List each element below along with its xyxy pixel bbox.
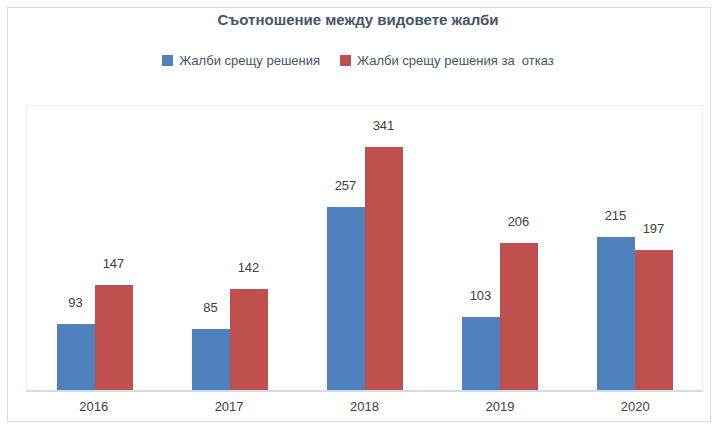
x-axis-label: 2018 [297, 399, 432, 414]
x-axis-label: 2020 [568, 399, 703, 414]
bar-value-label: 142 [238, 260, 260, 275]
bar-series1 [597, 237, 635, 390]
bar-group: 85 142 [162, 106, 297, 390]
bar-series2 [230, 289, 268, 390]
bar-groups: 93 147 85 142 257 341 103 206 215 197 [27, 106, 702, 390]
bar-column: 103 [462, 106, 500, 390]
x-axis-label: 2017 [161, 399, 296, 414]
bar-group: 103 206 [432, 106, 567, 390]
bar-series2 [500, 243, 538, 390]
bar-value-label: 215 [605, 208, 627, 223]
bar-value-label: 147 [103, 256, 125, 271]
bar-value-label: 93 [68, 295, 82, 310]
bar-series1 [57, 324, 95, 390]
legend-swatch-icon [340, 55, 351, 66]
bar-column: 85 [192, 106, 230, 390]
bar-group: 93 147 [27, 106, 162, 390]
bar-group: 215 197 [567, 106, 702, 390]
bar-series2 [365, 147, 403, 390]
legend-label: Жалби срещу решения за отказ [357, 53, 554, 68]
bar-series1 [192, 329, 230, 390]
bar-chart: Съотношение между видовете жалби Жалби с… [0, 0, 716, 429]
bar-series1 [462, 317, 500, 390]
bar-column: 197 [635, 106, 673, 390]
bar-group: 257 341 [297, 106, 432, 390]
legend-item: Жалби срещу решения за отказ [340, 53, 554, 68]
bar-series2 [95, 285, 133, 390]
bar-column: 93 [57, 106, 95, 390]
bar-column: 215 [597, 106, 635, 390]
chart-title: Съотношение между видовете жалби [0, 11, 716, 28]
legend-item: Жалби срещу решения [162, 53, 320, 68]
bar-value-label: 341 [373, 118, 395, 133]
bar-value-label: 206 [508, 214, 530, 229]
legend-label: Жалби срещу решения [179, 53, 320, 68]
bar-series1 [327, 207, 365, 390]
bar-value-label: 85 [203, 300, 217, 315]
bar-column: 341 [365, 106, 403, 390]
bar-value-label: 197 [643, 221, 665, 236]
bar-column: 206 [500, 106, 538, 390]
bar-column: 142 [230, 106, 268, 390]
bar-value-label: 103 [470, 288, 492, 303]
plot-area: 93 147 85 142 257 341 103 206 215 197 [26, 105, 703, 392]
x-axis-label: 2016 [26, 399, 161, 414]
legend-swatch-icon [162, 55, 173, 66]
bar-column: 257 [327, 106, 365, 390]
bar-value-label: 257 [335, 178, 357, 193]
bar-series2 [635, 250, 673, 390]
x-axis-labels: 20162017201820192020 [26, 399, 703, 414]
bar-column: 147 [95, 106, 133, 390]
chart-legend: Жалби срещу решения Жалби срещу решения з… [0, 53, 716, 68]
x-axis-label: 2019 [432, 399, 567, 414]
